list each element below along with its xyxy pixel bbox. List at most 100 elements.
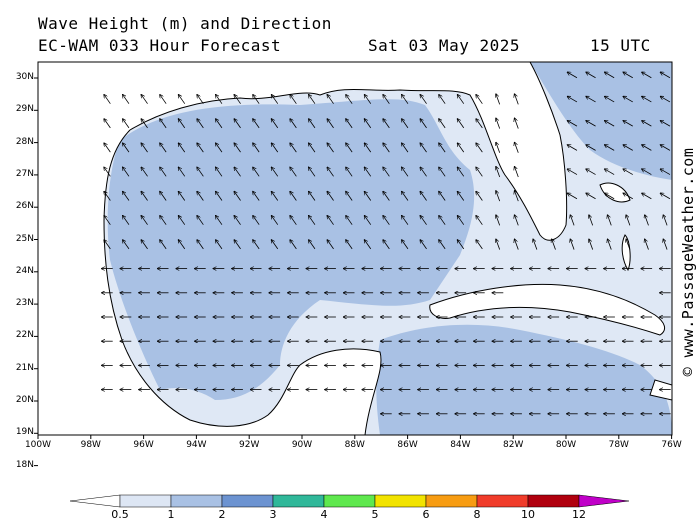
lat-label: 28N <box>15 136 34 147</box>
wave-arrow <box>533 239 538 250</box>
land-north-america <box>38 62 568 435</box>
wave-arrow <box>160 95 167 104</box>
wave-arrow <box>346 143 353 153</box>
wave-arrow <box>346 95 353 104</box>
wave-direction-arrows <box>102 72 671 414</box>
wave-arrow <box>141 191 148 201</box>
forecast-model-label: EC-WAM 033 Hour Forecast <box>38 36 282 55</box>
wave-arrow <box>290 143 297 153</box>
wave-arrow <box>439 119 446 129</box>
wave-arrow <box>234 95 241 104</box>
wave-arrow <box>327 167 334 177</box>
wave-arrow <box>141 167 148 177</box>
wave-arrow <box>645 239 649 250</box>
lon-label: 84W <box>450 440 471 450</box>
wave-arrow <box>515 94 519 105</box>
wave-arrow <box>476 95 483 104</box>
wave-arrow <box>476 240 483 250</box>
wave-arrow <box>346 216 353 225</box>
wave-arrow <box>123 167 130 177</box>
lat-label: 19N <box>15 427 34 438</box>
wave-arrow <box>178 216 186 225</box>
colorbar-swatch <box>272 494 325 508</box>
wave-arrow <box>515 167 519 178</box>
wave-arrow <box>160 216 167 225</box>
wave-arrow <box>457 143 465 153</box>
wave-arrow <box>123 95 130 104</box>
wave-arrow <box>567 169 578 175</box>
wave-arrow <box>496 167 501 178</box>
wave-arrow <box>457 216 465 225</box>
wave-zone-gulf <box>107 99 475 400</box>
wave-arrow <box>383 119 390 129</box>
map-title: Wave Height (m) and Direction <box>38 14 332 33</box>
colorbar-label: 8 <box>473 508 481 521</box>
wave-arrow <box>589 215 594 226</box>
wave-arrow <box>197 167 204 177</box>
wave-arrow <box>660 96 671 103</box>
wave-arrow <box>496 142 501 153</box>
wave-arrow <box>402 167 409 177</box>
wave-arrow <box>309 95 316 104</box>
lat-label: 18N <box>15 459 34 470</box>
wave-arrow <box>160 119 167 129</box>
wave-arrow <box>234 143 241 153</box>
colorbar-label: 0.5 <box>111 508 129 521</box>
wave-arrow <box>271 167 279 177</box>
wave-arrow <box>457 119 465 129</box>
wave-arrow <box>515 191 519 202</box>
wave-arrow <box>645 215 649 226</box>
wave-arrow <box>104 143 111 153</box>
wave-arrow <box>567 145 578 151</box>
wave-arrow <box>216 119 223 129</box>
wave-arrow <box>420 240 427 250</box>
wave-zone-atlantic <box>530 62 672 180</box>
wave-arrow <box>476 167 483 177</box>
colorbar-swatch <box>476 494 529 508</box>
wave-arrow <box>457 95 465 104</box>
wave-arrow <box>160 143 167 153</box>
lat-label: 24N <box>15 265 34 276</box>
wave-arrow <box>271 216 279 225</box>
wave-arrow <box>586 145 596 151</box>
wave-arrow <box>253 216 260 225</box>
wave-arrow <box>234 191 241 201</box>
wave-arrow <box>271 95 279 104</box>
colorbar-swatch <box>425 494 478 508</box>
wave-arrow <box>567 193 578 200</box>
wave-arrow <box>383 95 390 104</box>
wave-arrow <box>420 143 427 153</box>
wave-arrow <box>439 216 446 225</box>
lat-label: 23N <box>15 298 34 309</box>
forecast-date: Sat 03 May 2025 <box>368 36 520 55</box>
wave-arrow <box>623 121 633 127</box>
wave-arrow <box>104 191 111 201</box>
wave-arrow <box>253 191 260 201</box>
wave-arrow <box>178 143 186 153</box>
wave-arrow <box>364 216 372 225</box>
wave-arrow <box>309 240 316 250</box>
wave-arrow <box>383 191 390 201</box>
wave-arrow <box>660 193 671 200</box>
wave-arrow <box>271 119 279 129</box>
colorbar-low-triangle <box>69 494 121 508</box>
wave-arrow <box>660 169 671 175</box>
wave-arrow <box>216 191 223 201</box>
wave-arrow <box>327 119 334 129</box>
wave-arrow <box>123 216 130 225</box>
wave-arrow <box>496 191 501 202</box>
wave-arrow <box>420 95 427 104</box>
lon-label: 78W <box>608 440 629 450</box>
wave-arrow <box>552 239 556 250</box>
wave-arrow <box>253 95 260 104</box>
wave-arrow <box>141 216 148 225</box>
wave-arrow <box>623 169 633 175</box>
wave-arrow <box>197 191 204 201</box>
lon-label: 80W <box>555 440 577 450</box>
wave-arrow <box>439 240 446 250</box>
wave-arrow <box>327 216 334 225</box>
wave-arrow <box>364 119 372 129</box>
wave-arrow <box>589 239 594 250</box>
wave-arrow <box>290 216 297 225</box>
